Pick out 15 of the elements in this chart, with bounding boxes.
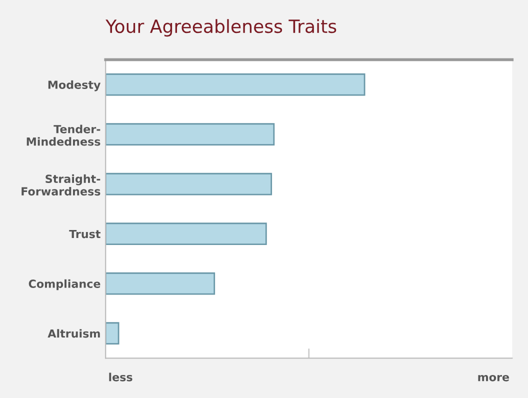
bar [106,322,120,344]
text: more [478,374,509,382]
y-tick-label: Trust [69,230,100,238]
bar [106,272,216,295]
bar [106,222,267,245]
bar [106,123,275,146]
chart-title: Your Agreeableness Traits [106,19,336,37]
bar [106,172,272,196]
y-tick-label: Straight- Forwardness [22,174,100,196]
y-tick-label: Tender- Mindedness [26,124,100,146]
y-tick-label: Altruism [48,329,100,338]
bar [106,73,366,96]
text: less [109,372,132,382]
y-tick-label: Modesty [48,80,101,92]
y-tick-label: Compliance [28,279,100,290]
